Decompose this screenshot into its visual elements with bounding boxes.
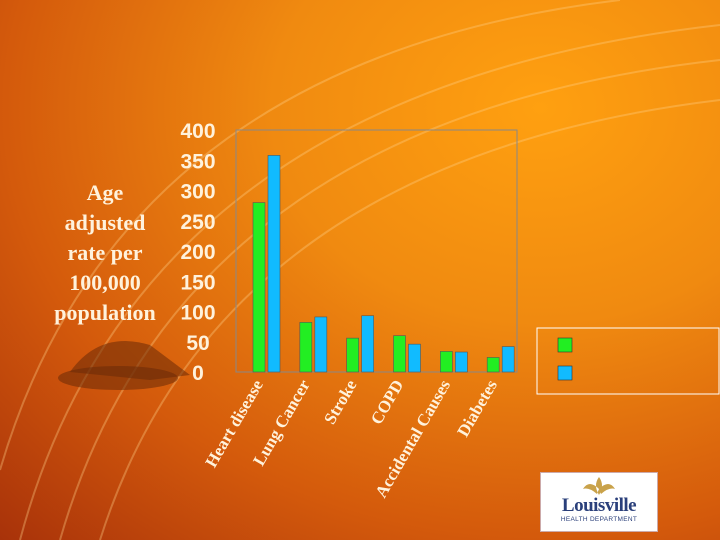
y-tick-label: 350: [180, 150, 215, 173]
plot-area: [235, 129, 518, 373]
bar: [299, 322, 313, 373]
y-tick-label: 0: [192, 362, 204, 385]
bar: [455, 351, 468, 373]
legend-swatch: [557, 365, 573, 381]
louisville-logo: Louisville HEALTH DEPARTMENT: [540, 472, 658, 532]
bar: [486, 357, 500, 373]
bar: [361, 315, 374, 373]
track-line-4: [0, 0, 621, 471]
logo-subtitle: HEALTH DEPARTMENT: [560, 516, 638, 523]
runner-silhouette: [58, 341, 190, 390]
x-tick-label: COPD: [367, 377, 408, 428]
logo-name: Louisville: [561, 495, 637, 516]
y-tick-label: 400: [180, 120, 215, 143]
bar: [501, 346, 515, 373]
x-tick-label: Diabetes: [453, 376, 501, 440]
track-line-3: [99, 99, 720, 540]
bar: [408, 343, 421, 373]
bar: [314, 316, 328, 373]
track-line-2: [19, 24, 720, 540]
legend-box: [536, 327, 720, 395]
bar: [252, 202, 266, 373]
fleur-de-lis-icon: [583, 477, 615, 495]
y-tick-label: 300: [180, 181, 215, 204]
y-tick-label: 200: [180, 241, 215, 264]
y-tick-label: 150: [180, 271, 215, 294]
y-tick-label: 100: [180, 302, 215, 325]
y-axis-title: Age adjusted rate per 100,000 population: [54, 180, 156, 325]
legend-swatch: [557, 337, 573, 353]
bar: [267, 155, 281, 373]
y-tick-label: 50: [186, 332, 209, 355]
x-tick-label: Stroke: [320, 376, 361, 427]
bar: [440, 351, 453, 373]
y-tick-label: 250: [180, 211, 215, 234]
bar: [393, 335, 406, 373]
bar: [346, 337, 359, 373]
track-line-1: [59, 59, 720, 540]
